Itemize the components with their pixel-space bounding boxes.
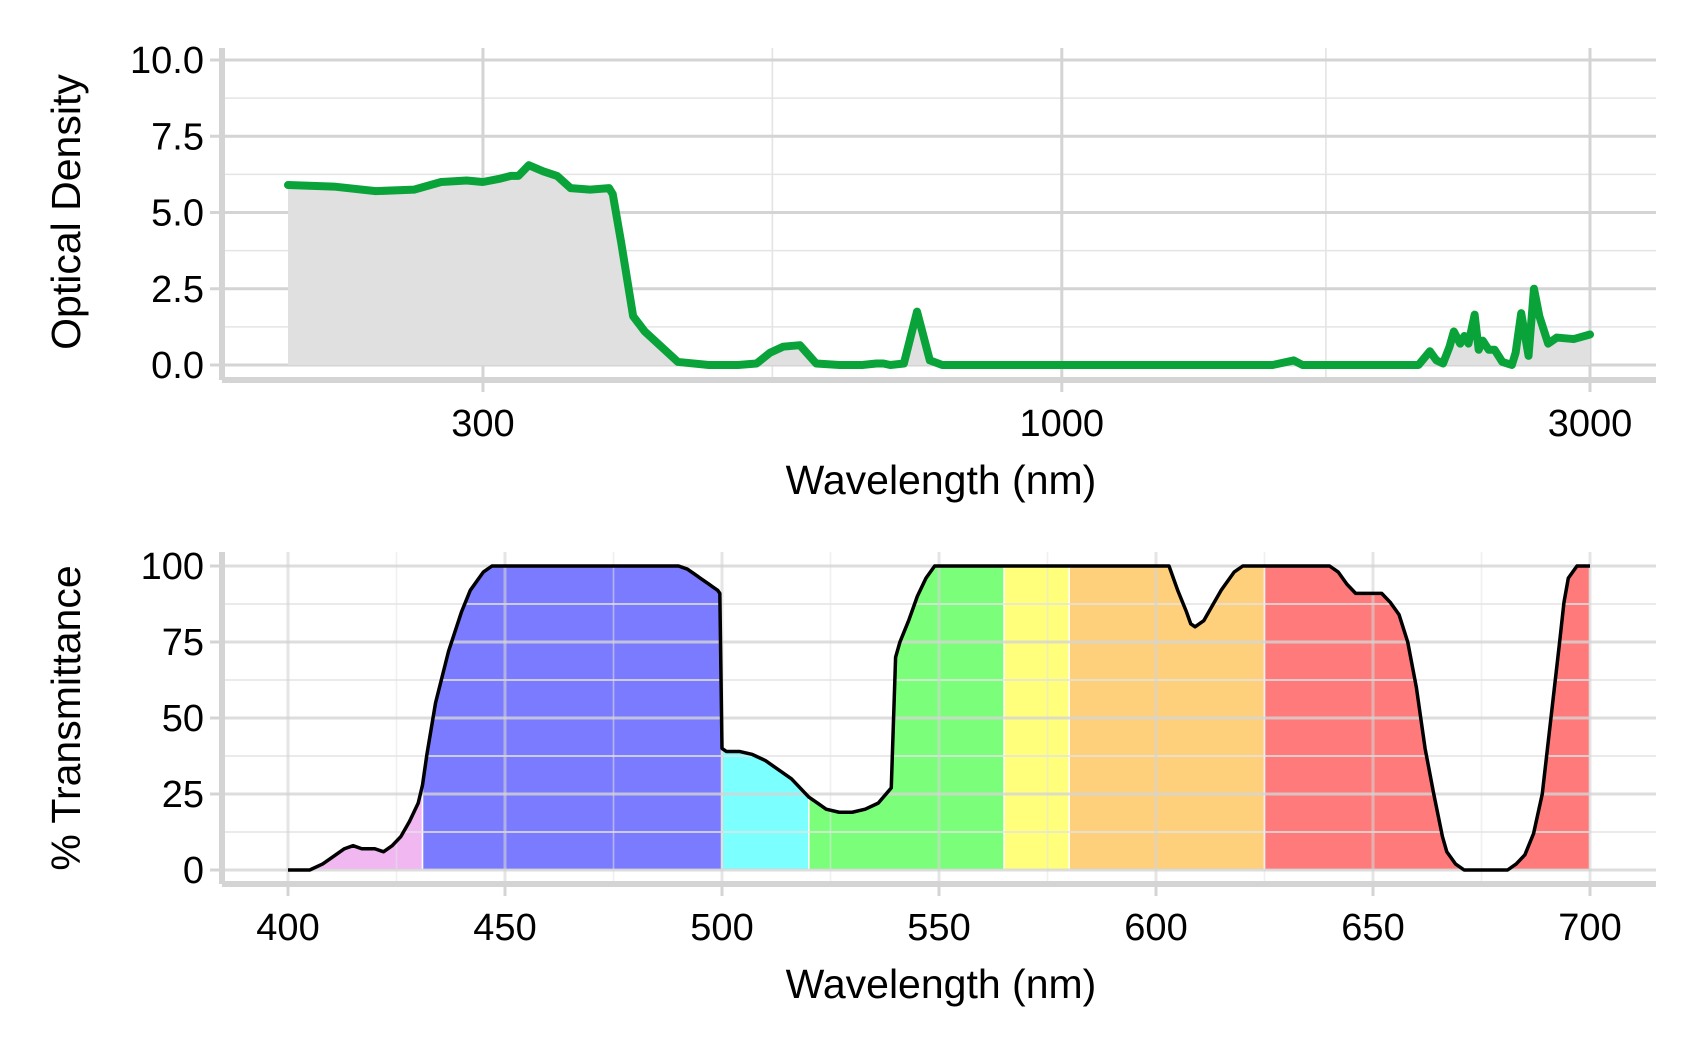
od-series-line — [284, 161, 1594, 369]
transmittance-series-line — [288, 564, 1590, 872]
od-y-tick-label: 10.0 — [130, 40, 204, 82]
transmittance-y-tick-label: 75 — [162, 622, 204, 664]
transmittance-x-axis-title: Wavelength (nm) — [786, 961, 1097, 1007]
transmittance-y-tick-label: 25 — [162, 774, 204, 816]
od-y-tick-label: 0.0 — [151, 345, 204, 387]
od-area-fill — [288, 165, 1590, 365]
od-axes: 0.0 2.5 5.0 7.5 10.0 300 1000 3000 — [130, 40, 1656, 445]
transmittance-x-tick-label: 550 — [907, 907, 970, 949]
transmittance-band-0 — [288, 784, 424, 871]
transmittance-x-tick-label: 400 — [256, 907, 319, 949]
transmittance-y-tick-label: 0 — [183, 850, 204, 892]
transmittance-y-tick-label: 50 — [162, 698, 204, 740]
od-x-tick-label: 3000 — [1548, 403, 1633, 445]
transmittance-panel: 0 25 50 75 100 400 450 500 550 600 650 700 % Transm… — [43, 546, 1656, 1007]
transmittance-x-tick-label: 650 — [1341, 907, 1404, 949]
transmittance-x-tick-label: 600 — [1124, 907, 1187, 949]
od-y-axis-title: Optical Density — [43, 74, 89, 350]
transmittance-axes: 0 25 50 75 100 400 450 500 550 600 650 700 — [141, 546, 1656, 949]
od-x-axis-title: Wavelength (nm) — [786, 457, 1097, 503]
od-x-tick-label: 1000 — [1020, 403, 1105, 445]
transmittance-y-tick-label: 100 — [141, 546, 204, 588]
od-y-tick-label: 7.5 — [151, 116, 204, 158]
od-y-tick-label: 2.5 — [151, 269, 204, 311]
od-y-tick-label: 5.0 — [151, 193, 204, 235]
transmittance-x-tick-label: 700 — [1558, 907, 1621, 949]
transmittance-x-tick-label: 450 — [473, 907, 536, 949]
od-x-tick-label: 300 — [451, 403, 514, 445]
transmittance-band-2 — [721, 746, 810, 871]
optical-density-panel: 0.0 2.5 5.0 7.5 10.0 300 1000 3000 Optical Dens… — [43, 40, 1656, 503]
transmittance-x-tick-label: 500 — [690, 907, 753, 949]
transmittance-y-axis-title: % Transmittance — [43, 565, 89, 870]
